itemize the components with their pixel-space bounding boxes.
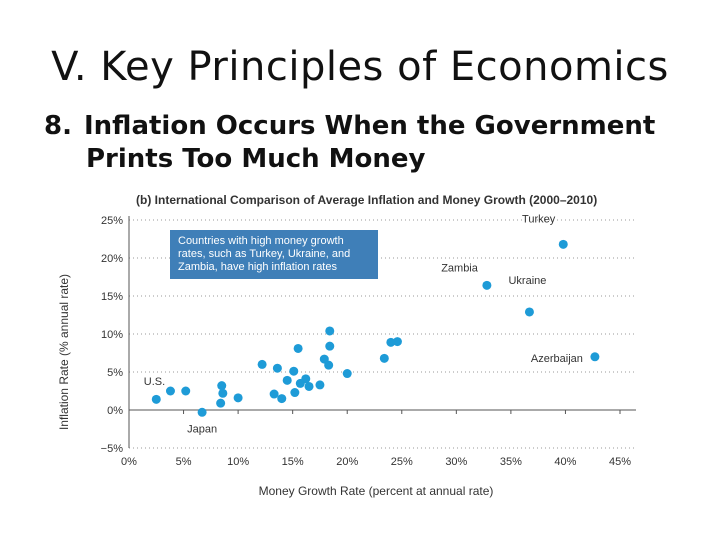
data-point <box>301 374 311 384</box>
data-point <box>269 389 279 399</box>
data-point <box>151 394 161 404</box>
subtitle-line-1: Inflation Occurs When the Government <box>84 111 656 141</box>
y-tick-label: −5% <box>101 443 124 455</box>
y-tick-label: 15% <box>101 291 123 303</box>
callout-box: Countries with high money growth rates, … <box>170 230 378 279</box>
x-tick-label: 35% <box>500 456 522 468</box>
point-label: Japan <box>187 423 217 435</box>
axes <box>128 216 636 448</box>
data-point <box>324 360 334 370</box>
x-axis-label: Money Growth Rate (percent at annual rat… <box>259 484 494 498</box>
data-point <box>392 337 402 347</box>
data-point-ukraine <box>524 307 534 317</box>
data-points <box>151 239 600 417</box>
point-label: U.S. <box>144 376 165 388</box>
data-point <box>216 398 226 408</box>
data-point <box>342 369 352 379</box>
data-point <box>386 337 396 347</box>
point-labels: Turkey Zambia Ukraine Azerbaijan U.S. Japan <box>144 213 583 435</box>
data-point <box>379 353 389 363</box>
x-tick-label: 0% <box>121 456 137 468</box>
x-tick-label: 20% <box>336 456 358 468</box>
point-label: Ukraine <box>508 275 546 287</box>
data-point <box>218 388 228 398</box>
data-point-zambia <box>482 280 492 290</box>
y-axis-label: Inflation Rate (% annual rate) <box>57 274 71 430</box>
x-tick-label: 15% <box>282 456 304 468</box>
data-point-japan <box>197 407 207 417</box>
data-point <box>233 393 243 403</box>
data-point <box>272 363 282 373</box>
data-point <box>290 388 300 398</box>
y-tick-label: 20% <box>101 253 123 265</box>
callout-background <box>170 230 378 279</box>
tick-labels: −5%0%5%10%15%20%25%0% 5% 10% 15% 20% 25% 30% 35… <box>101 215 632 468</box>
data-point-turkey <box>558 239 568 249</box>
slide-subtitle: 8. Inflation Occurs When the Government P… <box>44 110 684 176</box>
x-tick-label: 30% <box>445 456 467 468</box>
data-point <box>325 326 335 336</box>
data-point-azerbaijan <box>590 352 600 362</box>
data-point <box>293 343 303 353</box>
data-point-us <box>165 386 175 396</box>
data-point <box>257 359 267 369</box>
point-label: Azerbaijan <box>531 353 583 365</box>
y-tick-label: 5% <box>107 367 123 379</box>
x-tick-label: 10% <box>227 456 249 468</box>
chart-title: (b) International Comparison of Average … <box>136 193 597 207</box>
y-tick-label: 10% <box>101 329 123 341</box>
data-point <box>325 341 335 351</box>
data-point <box>181 386 191 396</box>
data-point <box>282 375 292 385</box>
x-tick-label: 25% <box>391 456 413 468</box>
point-label: Zambia <box>441 262 479 274</box>
y-tick-label: 0% <box>107 405 123 417</box>
data-point <box>315 380 325 390</box>
data-point <box>304 381 314 391</box>
subtitle-line-2: Prints Too Much Money <box>86 144 426 174</box>
callout-line-2: rates, such as Turkey, Ukraine, and <box>178 248 350 260</box>
y-tick-label: 25% <box>101 215 123 227</box>
data-point <box>217 381 227 391</box>
callout-line-1: Countries with high money growth <box>178 235 344 247</box>
subtitle-number: 8. <box>44 111 72 141</box>
data-point <box>277 394 287 404</box>
x-tick-label: 45% <box>609 456 631 468</box>
x-tick-label: 40% <box>554 456 576 468</box>
slide-title: V. Key Principles of Economics <box>51 44 669 90</box>
point-label: Turkey <box>522 213 556 225</box>
x-tick-label: 5% <box>176 456 192 468</box>
data-point <box>289 366 299 376</box>
callout-line-3: Zambia, have high inflation rates <box>178 261 337 273</box>
